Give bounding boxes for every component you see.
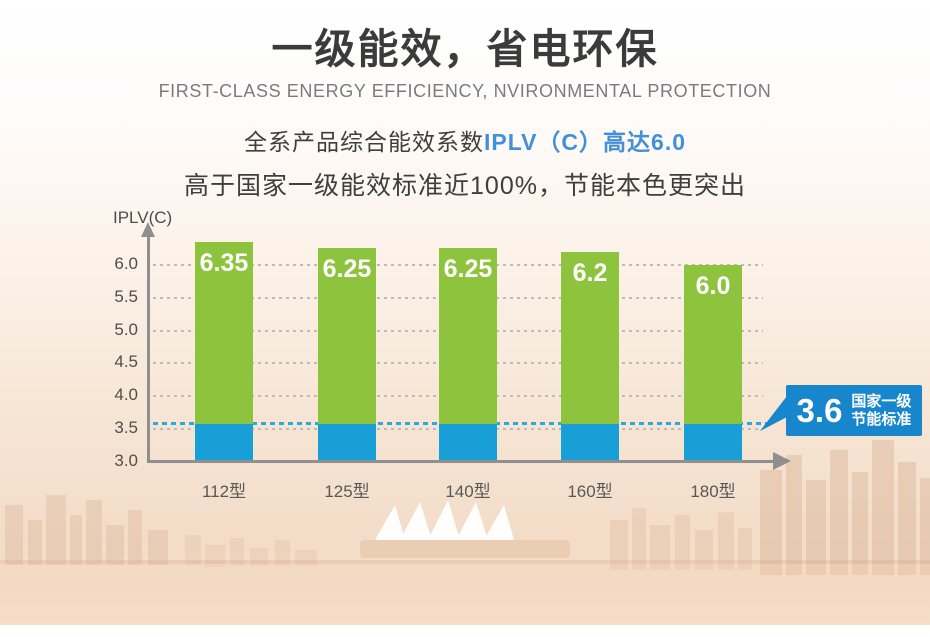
callout-caption-line-1: 国家一级 xyxy=(851,392,912,410)
bar-green-segment-1: 6.35 xyxy=(195,242,253,424)
page-subtitle: FIRST-CLASS ENERGY EFFICIENCY, NVIRONMEN… xyxy=(158,81,772,101)
bar-green-segment-5: 6.0 xyxy=(684,265,742,424)
bar-blue-segment-2 xyxy=(318,424,376,460)
callout-value: 3.6 xyxy=(796,392,843,429)
bar-value-label: 6.0 xyxy=(695,272,731,300)
bar-green-segment-2: 6.25 xyxy=(318,248,376,424)
bar-green-segment-4: 6.2 xyxy=(561,252,619,424)
y-axis-tick-label: 3.5 xyxy=(114,418,138,437)
x-axis-category-label: 125型 xyxy=(324,482,370,501)
x-axis-category-label: 140型 xyxy=(445,482,491,501)
bar-blue-segment-4 xyxy=(561,424,619,460)
callout-tail-icon xyxy=(760,396,787,431)
bottom-white-strip xyxy=(0,625,930,637)
y-axis-title: IPLV(C) xyxy=(113,208,173,227)
header: 一级能效，省电环保 FIRST-CLASS ENERGY EFFICIENCY,… xyxy=(0,0,930,202)
standard-callout: 3.6 国家一级 节能标准 xyxy=(786,385,922,436)
bar-blue-segment-5 xyxy=(684,424,742,460)
x-axis-category-label: 180型 xyxy=(690,482,736,501)
x-axis-category-label: 112型 xyxy=(201,482,247,501)
y-axis-tick-label: 4.0 xyxy=(114,385,138,404)
intro-line-1-prefix: 全系产品综合能效系数 xyxy=(244,129,484,155)
y-axis-tick-label: 6.0 xyxy=(114,254,138,273)
y-axis-tick-label: 5.0 xyxy=(114,320,138,339)
y-axis-tick-label: 5.5 xyxy=(114,287,138,306)
y-axis-line xyxy=(147,237,150,463)
callout-caption: 国家一级 节能标准 xyxy=(851,393,911,429)
bar-blue-segment-1 xyxy=(195,424,253,460)
callout-caption-line-2: 节能标准 xyxy=(851,410,912,428)
x-axis-arrow-icon xyxy=(773,452,791,470)
y-axis-arrow-icon xyxy=(141,222,155,237)
bar-blue-segment-3 xyxy=(439,424,497,460)
y-axis-tick-label: 4.5 xyxy=(114,352,138,371)
page-title: 一级能效，省电环保 xyxy=(271,26,659,72)
x-axis-category-label: 160型 xyxy=(567,482,613,501)
bar-value-label: 6.25 xyxy=(322,255,372,283)
bar-value-label: 6.2 xyxy=(572,259,608,287)
y-axis-tick-label: 3.0 xyxy=(114,451,138,470)
intro-line-1-highlight: IPLV（C）高达6.0 xyxy=(484,129,686,155)
bar-green-segment-3: 6.25 xyxy=(439,248,497,424)
intro-line-2: 高于国家一级能效标准近100%，节能本色更突出 xyxy=(184,172,746,200)
bar-value-label: 6.25 xyxy=(443,255,493,283)
intro-line-1: 全系产品综合能效系数IPLV（C）高达6.0 xyxy=(0,123,930,157)
x-axis-line xyxy=(147,460,775,463)
bar-value-label: 6.35 xyxy=(199,249,249,277)
